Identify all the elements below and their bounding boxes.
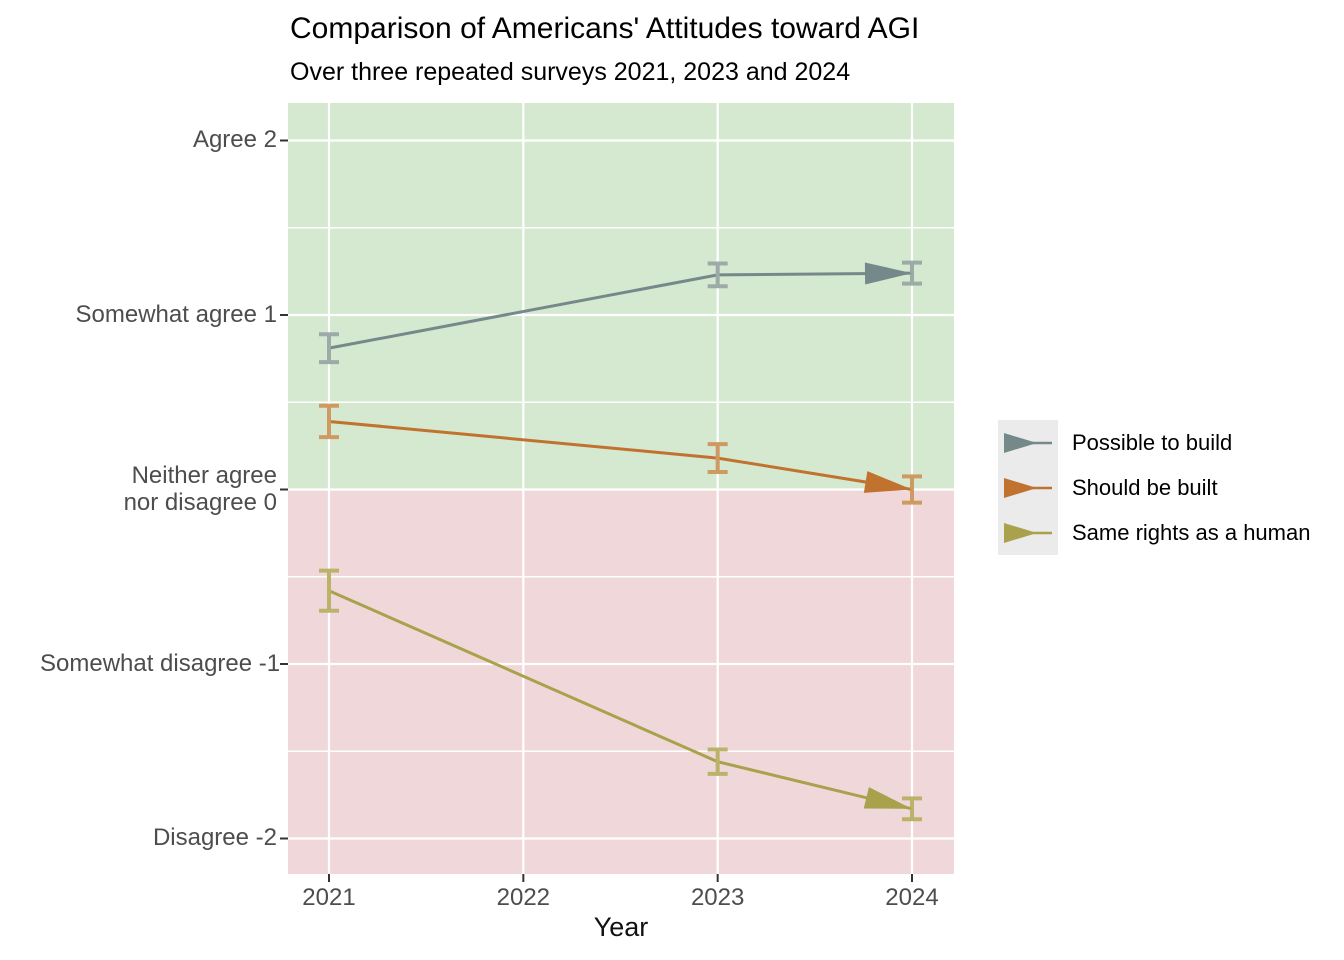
y-axis-tick-label: Somewhat agree 1 [75, 300, 277, 328]
legend-arrow-icon [1004, 477, 1052, 498]
y-axis-tick-label: Neither agree nor disagree 0 [123, 461, 277, 516]
chart-subtitle: Over three repeated surveys 2021, 2023 a… [290, 58, 851, 86]
legend-arrow-icon [1004, 522, 1052, 543]
x-axis-title: Year [593, 912, 649, 942]
x-axis-tick-label: 2023 [690, 884, 745, 911]
arrowhead [864, 262, 912, 285]
chart-title: Comparison of Americans' Attitudes towar… [290, 12, 920, 45]
y-axis-tick-label: Disagree -2 [152, 824, 277, 851]
legend-arrow-icon [1004, 432, 1052, 453]
arrowhead [863, 471, 912, 493]
legend-item-label: Should be built [1072, 474, 1218, 500]
y-axis-tick-label: Agree 2 [192, 126, 277, 153]
y-axis-tick-label: Somewhat disagree -1 [40, 649, 281, 677]
legend-item-label: Possible to build [1072, 429, 1233, 455]
disagree-band [288, 489, 954, 874]
x-axis-tick-label: 2022 [496, 884, 551, 911]
agree-band [288, 103, 954, 490]
arrowhead [863, 787, 912, 809]
x-axis-tick-label: 2021 [302, 884, 356, 911]
x-axis-tick-label: 2024 [885, 884, 939, 911]
legend-item-label: Same rights as a human [1072, 519, 1311, 545]
